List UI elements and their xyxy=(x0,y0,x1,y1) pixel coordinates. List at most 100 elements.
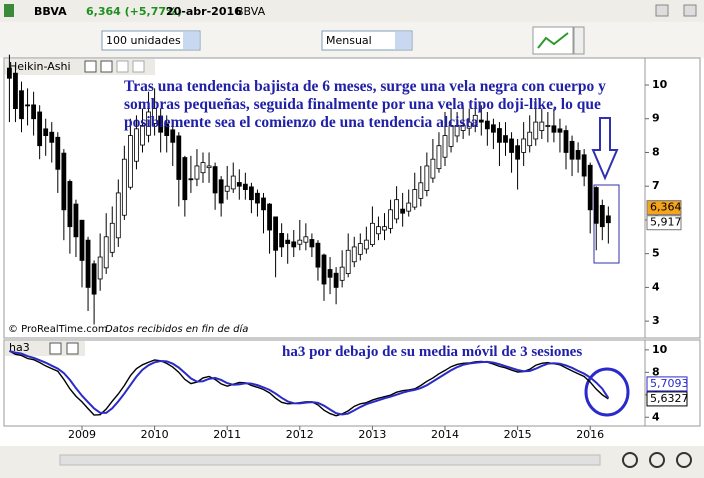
candle-body xyxy=(533,121,539,140)
candle-body xyxy=(448,125,454,147)
candle-body xyxy=(376,226,381,235)
candle-body xyxy=(478,119,484,123)
panel-button[interactable] xyxy=(100,60,113,73)
candle-body xyxy=(261,197,266,211)
candle-body xyxy=(412,189,418,208)
panel-button[interactable] xyxy=(49,342,62,355)
price-label: 6,364 xyxy=(650,201,682,214)
chart-icon xyxy=(4,4,14,17)
candle-body xyxy=(490,124,496,133)
date: 20-abr-2016 xyxy=(166,5,242,18)
panel-label: ha3 xyxy=(9,341,30,354)
candle-body xyxy=(13,72,18,110)
panel-button[interactable] xyxy=(66,342,79,355)
candle-body xyxy=(593,187,599,224)
candle-body xyxy=(436,145,442,170)
candle-body xyxy=(503,135,508,143)
x-tick-label: 2012 xyxy=(286,428,314,441)
candle-body xyxy=(91,263,97,295)
candle-body xyxy=(61,152,67,211)
candle-body xyxy=(19,90,24,120)
candle-body xyxy=(255,192,260,204)
candle-body xyxy=(394,199,400,220)
period-select[interactable] xyxy=(321,30,413,51)
window-button[interactable] xyxy=(655,4,669,17)
candle-body xyxy=(79,219,85,261)
candle-body xyxy=(472,114,478,126)
candle-body xyxy=(212,166,218,194)
candle-body xyxy=(146,111,151,136)
value-label: 5,6327 xyxy=(650,392,689,405)
candle-body xyxy=(539,121,545,131)
candle-body xyxy=(55,136,61,170)
zoom-button[interactable] xyxy=(622,452,638,468)
candle-body xyxy=(242,183,248,190)
panel-label: Heikin-Ashi xyxy=(9,60,71,73)
candle-body xyxy=(327,269,333,278)
panel-button[interactable] xyxy=(116,60,129,73)
candle-body xyxy=(406,202,412,212)
candle-body xyxy=(267,203,272,231)
candle-body xyxy=(31,104,37,120)
candle-body xyxy=(497,128,502,143)
candle-body xyxy=(454,125,460,137)
candle-body xyxy=(297,239,303,245)
candle-body xyxy=(194,165,200,180)
candle-body xyxy=(527,131,533,147)
candle-body xyxy=(224,185,230,192)
indicator-line xyxy=(9,350,610,416)
candle-body xyxy=(466,121,472,129)
x-tick-label: 2009 xyxy=(68,428,96,441)
candle-body xyxy=(291,241,297,248)
candle-body xyxy=(43,128,49,136)
candle-body xyxy=(515,145,520,160)
y-tick-label: 4 xyxy=(652,280,660,293)
quote: 6,364 (+5,77%) xyxy=(86,5,182,18)
candle-body xyxy=(37,111,43,147)
candle-body xyxy=(382,226,387,231)
annotation: ha3 por debajo de su media móvil de 3 se… xyxy=(282,344,583,360)
candle-body xyxy=(303,236,309,243)
candle-body xyxy=(345,249,351,274)
candle-body xyxy=(103,236,109,269)
indicator-button[interactable] xyxy=(532,26,574,55)
candle-body xyxy=(369,222,375,245)
close-button[interactable] xyxy=(683,4,697,17)
panel-button[interactable] xyxy=(132,60,145,73)
candle-body xyxy=(460,125,466,131)
candle-body xyxy=(388,209,393,229)
candle-body xyxy=(357,243,363,255)
panel-button[interactable] xyxy=(84,60,97,73)
candle-body xyxy=(170,129,176,143)
candle-body xyxy=(442,135,448,158)
candle-body xyxy=(273,216,279,251)
candle-body xyxy=(176,135,182,180)
symbol[interactable]: BBVA xyxy=(34,5,67,18)
dropdown-arrow[interactable] xyxy=(573,26,585,55)
candle-body xyxy=(236,182,242,187)
candle-body xyxy=(206,165,212,169)
zoom-in-button[interactable] xyxy=(676,452,692,468)
candle-body xyxy=(85,239,91,288)
dropdown-arrow[interactable] xyxy=(395,32,411,49)
candle-body xyxy=(97,256,103,280)
x-tick-label: 2011 xyxy=(213,428,241,441)
quantity: 100 unidades xyxy=(106,34,181,47)
candle-body xyxy=(551,125,557,133)
candle-body xyxy=(182,157,188,201)
icon xyxy=(537,32,569,49)
y-tick-label: 10 xyxy=(652,78,668,91)
x-tick-label: 2016 xyxy=(576,428,604,441)
zoom-out-button[interactable] xyxy=(649,452,665,468)
scrollbar[interactable] xyxy=(59,454,601,466)
quantity-select[interactable] xyxy=(101,30,201,51)
x-tick-label: 2013 xyxy=(358,428,386,441)
dropdown-arrow[interactable] xyxy=(183,32,199,49)
candle-body xyxy=(484,120,490,130)
candle-body xyxy=(581,154,587,177)
candle-body xyxy=(424,165,430,191)
y-tick-label: 8 xyxy=(652,365,660,378)
candle-body xyxy=(200,162,206,174)
